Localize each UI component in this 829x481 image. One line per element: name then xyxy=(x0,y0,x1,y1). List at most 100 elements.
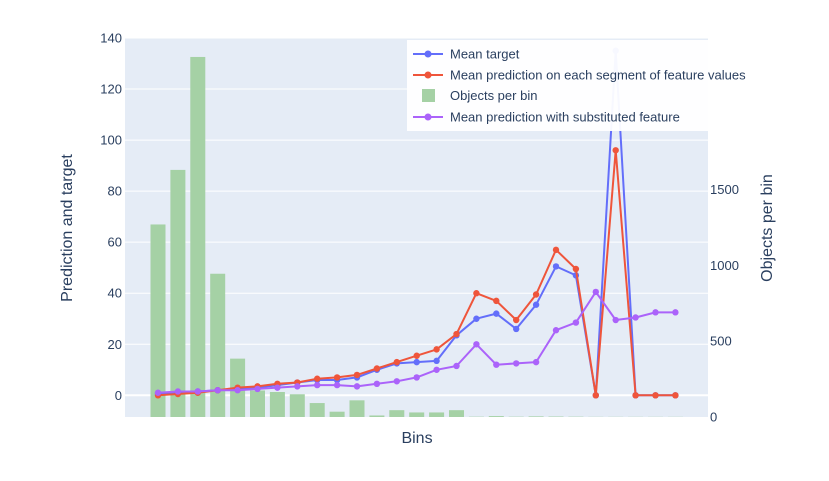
left-y-axis-ticks: 0 20 40 60 80 100 120 140 xyxy=(100,31,122,403)
legend-marker-substituted-feature xyxy=(424,113,432,121)
point-substituted[interactable] xyxy=(572,319,580,326)
bar[interactable] xyxy=(269,391,285,417)
bar[interactable] xyxy=(190,56,206,417)
lines-layer xyxy=(154,47,679,399)
left-tick-label: 0 xyxy=(115,388,122,403)
point-substituted[interactable] xyxy=(353,383,361,390)
point-substituted[interactable] xyxy=(413,374,420,381)
legend-swatch-objects-per-bin xyxy=(422,89,435,102)
bar[interactable] xyxy=(349,400,365,417)
right-tick-label: 1000 xyxy=(710,258,739,273)
point-prediction[interactable] xyxy=(333,374,341,381)
bar[interactable] xyxy=(369,415,385,417)
legend-item-substituted-feature[interactable]: Mean prediction with substituted feature xyxy=(413,110,680,125)
series-substituted xyxy=(154,288,679,396)
point-substituted[interactable] xyxy=(433,366,440,373)
point-target[interactable] xyxy=(532,301,540,308)
legend-background xyxy=(407,40,797,131)
legend-label-substituted-feature: Mean prediction with substituted feature xyxy=(450,110,680,125)
point-substituted[interactable] xyxy=(274,384,281,391)
legend-item-objects-per-bin[interactable]: Objects per bin xyxy=(422,88,537,103)
point-substituted[interactable] xyxy=(672,309,679,316)
point-target[interactable] xyxy=(413,358,420,366)
left-y-axis-title: Prediction and target xyxy=(59,154,76,302)
bar[interactable] xyxy=(528,416,544,417)
bar[interactable] xyxy=(210,273,226,417)
point-substituted[interactable] xyxy=(154,389,162,396)
right-y-axis-ticks: 0 500 1000 1500 xyxy=(710,182,739,424)
point-substituted[interactable] xyxy=(294,383,301,390)
point-prediction[interactable] xyxy=(672,392,679,399)
left-tick-label: 140 xyxy=(100,31,122,46)
x-axis-title: Bins xyxy=(401,430,432,447)
bars-objects-per-bin xyxy=(150,56,683,417)
point-substituted[interactable] xyxy=(393,378,400,385)
point-prediction[interactable] xyxy=(572,265,580,273)
point-prediction[interactable] xyxy=(513,316,520,324)
point-substituted[interactable] xyxy=(632,314,639,321)
point-prediction[interactable] xyxy=(632,392,639,399)
point-substituted[interactable] xyxy=(234,387,241,394)
point-substituted[interactable] xyxy=(532,358,540,366)
point-substituted[interactable] xyxy=(214,387,221,394)
legend[interactable]: Mean target Mean prediction on each segm… xyxy=(407,40,797,131)
legend-marker-mean-prediction xyxy=(424,71,432,79)
point-target[interactable] xyxy=(473,315,480,322)
point-prediction[interactable] xyxy=(314,375,321,382)
legend-item-mean-target[interactable]: Mean target xyxy=(413,47,520,62)
right-tick-label: 1500 xyxy=(710,182,739,197)
point-substituted[interactable] xyxy=(254,385,261,393)
point-target[interactable] xyxy=(552,263,560,270)
point-substituted[interactable] xyxy=(194,388,201,395)
right-tick-label: 500 xyxy=(710,334,732,349)
point-substituted[interactable] xyxy=(652,309,659,316)
bar[interactable] xyxy=(488,416,504,417)
point-substituted[interactable] xyxy=(552,327,560,334)
bar[interactable] xyxy=(289,394,305,417)
legend-item-mean-prediction[interactable]: Mean prediction on each segment of featu… xyxy=(413,68,746,83)
point-substituted[interactable] xyxy=(174,388,182,395)
point-prediction[interactable] xyxy=(552,246,560,254)
left-tick-label: 100 xyxy=(100,133,122,148)
point-substituted[interactable] xyxy=(373,380,381,388)
point-prediction[interactable] xyxy=(373,365,381,372)
bar[interactable] xyxy=(429,412,445,417)
point-prediction[interactable] xyxy=(393,358,400,366)
point-prediction[interactable] xyxy=(532,291,540,298)
bar[interactable] xyxy=(309,403,325,417)
bar[interactable] xyxy=(389,410,405,417)
point-prediction[interactable] xyxy=(612,147,619,154)
point-prediction[interactable] xyxy=(652,392,659,399)
point-substituted[interactable] xyxy=(473,341,480,348)
point-substituted[interactable] xyxy=(612,316,619,324)
point-substituted[interactable] xyxy=(493,361,500,368)
legend-marker-mean-target xyxy=(424,50,432,58)
point-prediction[interactable] xyxy=(473,290,480,297)
right-tick-label: 0 xyxy=(710,410,717,425)
point-target[interactable] xyxy=(513,325,520,333)
point-substituted[interactable] xyxy=(314,381,321,389)
bar[interactable] xyxy=(170,169,186,417)
bar[interactable] xyxy=(449,410,464,417)
point-prediction[interactable] xyxy=(493,297,500,305)
legend-label-mean-target: Mean target xyxy=(450,47,520,62)
bar[interactable] xyxy=(329,411,345,417)
point-prediction[interactable] xyxy=(592,392,599,399)
bar[interactable] xyxy=(250,390,265,417)
point-substituted[interactable] xyxy=(592,288,599,296)
point-prediction[interactable] xyxy=(453,330,460,338)
left-tick-label: 40 xyxy=(108,286,122,301)
point-target[interactable] xyxy=(493,310,500,317)
point-prediction[interactable] xyxy=(413,352,420,359)
point-substituted[interactable] xyxy=(453,362,460,370)
bar[interactable] xyxy=(150,224,166,417)
point-prediction[interactable] xyxy=(433,346,440,353)
bar[interactable] xyxy=(409,412,425,417)
point-substituted[interactable] xyxy=(333,381,341,389)
point-prediction[interactable] xyxy=(353,371,361,379)
left-tick-label: 120 xyxy=(100,82,122,97)
left-tick-label: 80 xyxy=(108,184,122,199)
point-target[interactable] xyxy=(433,357,440,365)
point-substituted[interactable] xyxy=(513,360,520,367)
